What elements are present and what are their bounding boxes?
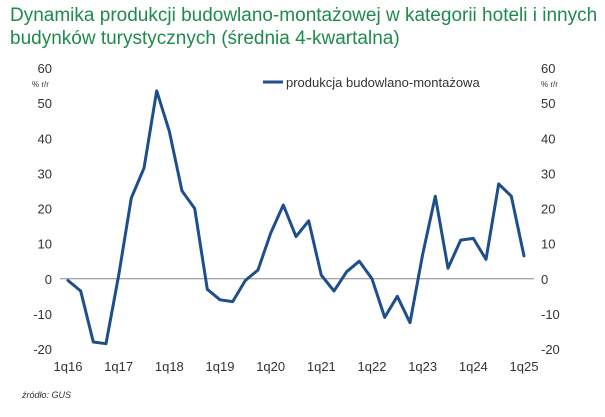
x-axis-ticks: 1q16 1q17 1q18 1q19 1q20 1q21 1q22 1q23 1q24 1q25 — [54, 359, 539, 374]
y-tick-right: -10 — [541, 307, 560, 322]
x-tick-label: 1q17 — [104, 359, 133, 374]
y-tick-right: 10 — [541, 237, 555, 252]
y-tick-left: 60 — [38, 61, 52, 76]
chart-title: Dynamika produkcji budowlano-montażowej … — [10, 5, 598, 49]
y-tick-left: -10 — [33, 307, 52, 322]
y-tick-left: 50 — [38, 96, 52, 111]
x-tick-label: 1q16 — [54, 359, 83, 374]
x-tick-label: 1q19 — [206, 359, 235, 374]
y-tick-right: 60 — [541, 61, 555, 76]
x-tick-label: 1q25 — [510, 359, 539, 374]
x-tick-label: 1q22 — [358, 359, 387, 374]
x-tick-label: 1q18 — [155, 359, 184, 374]
y-tick-left: 0 — [45, 272, 52, 287]
y-tick-left: 10 — [38, 237, 52, 252]
x-tick-label: 1q21 — [307, 359, 336, 374]
y-tick-right: 20 — [541, 202, 555, 217]
legend-label: produkcja budowlano-montażowa — [286, 75, 480, 90]
x-tick-label: 1q20 — [256, 359, 285, 374]
y-tick-right: 40 — [541, 131, 555, 146]
left-axis-unit: % r/r — [32, 80, 49, 89]
legend: produkcja budowlano-montażowa — [263, 75, 480, 90]
y-tick-left: 40 — [38, 131, 52, 146]
y-tick-left: -20 — [33, 342, 52, 357]
y-tick-right: 50 — [541, 96, 555, 111]
y-tick-right: 30 — [541, 166, 555, 181]
y-tick-right: 0 — [541, 272, 548, 287]
series-line-produkcja — [66, 89, 526, 346]
y-tick-right: -20 — [541, 342, 560, 357]
right-axis-unit: % r/r — [541, 80, 558, 89]
left-axis-ticks: -20 -10 0 10 20 30 40 50 60 — [33, 61, 52, 357]
source-note: źródło: GUS — [22, 390, 72, 400]
y-tick-left: 30 — [38, 166, 52, 181]
y-tick-left: 20 — [38, 202, 52, 217]
x-tick-label: 1q23 — [408, 359, 437, 374]
x-tick-label: 1q24 — [459, 359, 488, 374]
right-axis-ticks: -20 -10 0 10 20 30 40 50 60 — [541, 61, 560, 357]
